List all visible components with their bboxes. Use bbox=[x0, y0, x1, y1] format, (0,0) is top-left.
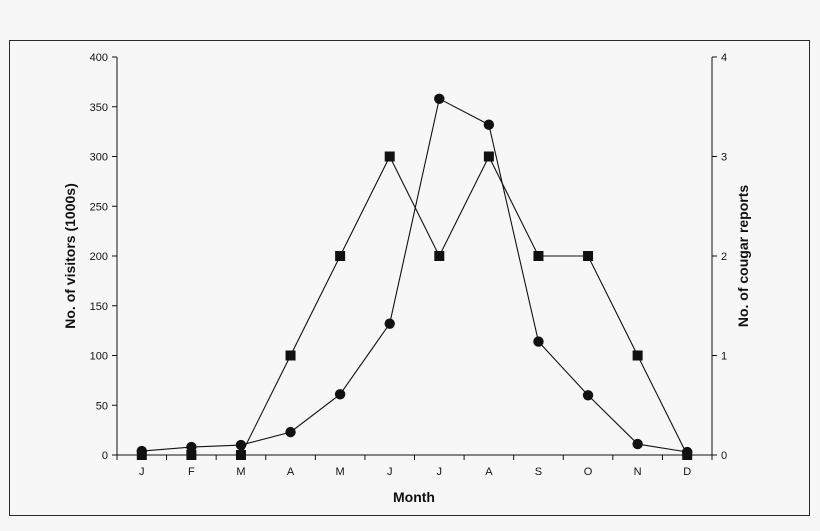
square-marker bbox=[583, 251, 594, 261]
square-marker bbox=[483, 151, 494, 162]
y2-tick-label: 4 bbox=[721, 52, 727, 64]
series-layer bbox=[136, 93, 693, 460]
circle-series-line bbox=[141, 97, 688, 453]
x-tick-label: J bbox=[139, 466, 145, 478]
y-tick-label: 250 bbox=[90, 201, 108, 213]
x-tick-label: A bbox=[485, 466, 493, 478]
circle-marker bbox=[235, 439, 247, 451]
circle-marker bbox=[483, 119, 495, 130]
circle-marker bbox=[384, 318, 395, 329]
x-tick-label: D bbox=[683, 466, 691, 478]
circle-marker bbox=[533, 336, 544, 347]
square-marker bbox=[235, 450, 246, 460]
y2-tick-label: 0 bbox=[721, 450, 727, 462]
circle-marker bbox=[186, 441, 197, 453]
x-tick-label: J bbox=[387, 466, 393, 478]
circle-marker bbox=[434, 93, 445, 104]
square-marker bbox=[285, 350, 296, 361]
square-marker bbox=[434, 251, 445, 261]
x-tick-label: M bbox=[236, 466, 245, 478]
square-marker bbox=[384, 151, 395, 162]
y2-axis-title: No. of cougar reports bbox=[735, 185, 751, 328]
y-tick-label: 400 bbox=[90, 52, 108, 64]
x-axis-title: Month bbox=[393, 489, 435, 505]
circle-marker bbox=[632, 438, 643, 450]
x-tick-label: A bbox=[287, 466, 295, 478]
square-marker bbox=[136, 450, 147, 460]
circle-marker bbox=[334, 389, 346, 400]
y-tick-label: 200 bbox=[90, 251, 108, 263]
x-tick-label: M bbox=[336, 466, 345, 478]
square-marker bbox=[632, 350, 643, 361]
x-tick-label: S bbox=[535, 466, 542, 478]
square-marker bbox=[682, 450, 693, 460]
chart-frame bbox=[9, 40, 810, 516]
x-tick-label: O bbox=[584, 466, 593, 478]
y-tick-label: 0 bbox=[102, 450, 108, 462]
x-tick-label: N bbox=[634, 466, 642, 478]
y-tick-label: 150 bbox=[90, 301, 108, 313]
y2-tick-label: 1 bbox=[721, 351, 727, 363]
y-axis-title: No. of visitors (1000s) bbox=[62, 183, 78, 329]
square-series-line bbox=[141, 155, 688, 456]
circle-marker bbox=[285, 426, 296, 438]
axes-layer: 0 50 100 150 200 250 300 350 400 0 1 2 3 4 J F M A M J J A S O N… bbox=[90, 52, 727, 478]
y-tick-label: 50 bbox=[96, 400, 108, 412]
y-tick-label: 100 bbox=[90, 351, 108, 363]
x-tick-label: F bbox=[188, 466, 195, 478]
square-marker bbox=[533, 251, 544, 261]
y2-tick-label: 2 bbox=[721, 251, 727, 263]
y-tick-label: 350 bbox=[90, 102, 108, 114]
square-marker bbox=[186, 450, 197, 460]
square-marker bbox=[335, 251, 346, 261]
x-tick-label: J bbox=[437, 466, 443, 478]
y-tick-label: 300 bbox=[90, 152, 108, 164]
y2-tick-label: 3 bbox=[721, 152, 727, 164]
circle-marker bbox=[582, 390, 594, 401]
